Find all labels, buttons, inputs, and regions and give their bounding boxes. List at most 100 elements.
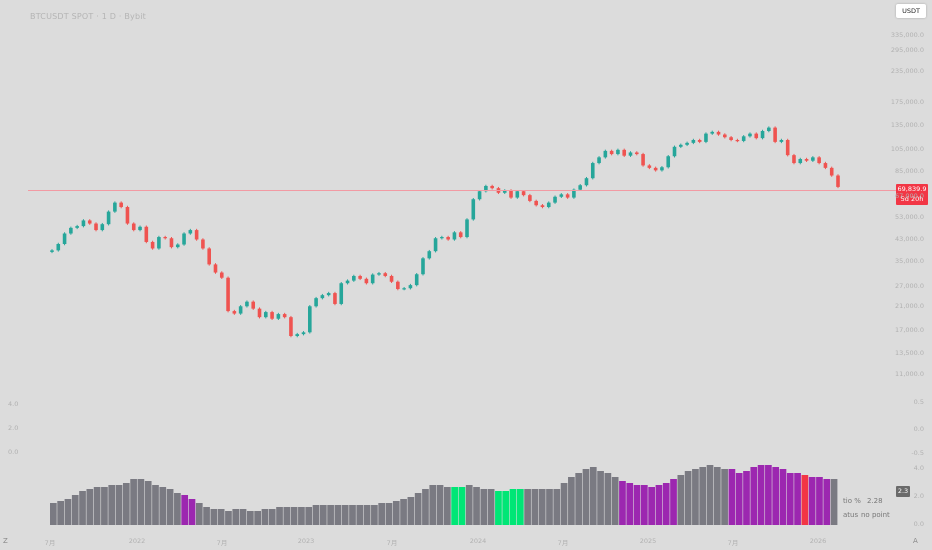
candle-body xyxy=(836,175,840,187)
histogram-bar xyxy=(589,467,597,525)
histogram-bar xyxy=(750,467,758,525)
histogram-bar xyxy=(794,473,801,525)
candle-body xyxy=(628,152,633,156)
candle-body xyxy=(100,224,105,231)
price-axis-label: 175,000.0 xyxy=(890,98,924,106)
histogram-bar xyxy=(830,479,838,525)
candle-body xyxy=(263,312,268,318)
candle-body xyxy=(175,244,180,248)
candle-body xyxy=(201,239,205,249)
histogram-bar xyxy=(604,473,612,525)
histogram-bar xyxy=(429,485,437,525)
candle-body xyxy=(502,190,507,193)
candle-body xyxy=(647,165,652,168)
histogram-bar xyxy=(188,499,196,525)
time-axis-label: 2023 xyxy=(297,537,315,545)
candle-body xyxy=(521,191,526,196)
price-axis-label: 21,000.0 xyxy=(895,302,924,310)
price-axis-label: 53,000.0 xyxy=(895,213,924,221)
chart-title: BTCUSDT SPOT · 1 D · Bybit xyxy=(30,12,147,21)
price-axis-label: 85,000.0 xyxy=(895,167,924,175)
candle-body xyxy=(333,293,337,304)
candle-body xyxy=(572,189,576,198)
candle-body xyxy=(741,136,746,141)
histogram-bar xyxy=(684,471,692,525)
last-price-tag: 69,839.9 5d 20h xyxy=(896,184,928,205)
last-price-value: 69,839.9 xyxy=(897,185,927,193)
histogram-bar xyxy=(816,477,823,525)
histogram-bar xyxy=(553,489,561,525)
candle-body xyxy=(477,191,482,200)
candle-body xyxy=(704,133,708,142)
histogram-bar xyxy=(480,489,488,525)
candle-body xyxy=(339,283,344,304)
histogram-bar xyxy=(385,503,393,525)
candle-body xyxy=(773,127,777,142)
candle-body xyxy=(660,167,664,171)
candle-body xyxy=(81,220,86,227)
histogram-bar xyxy=(144,481,152,525)
histogram-bar xyxy=(349,505,356,525)
candle-body xyxy=(276,314,281,319)
histogram-bar xyxy=(641,485,648,525)
time-axis-label: 2025 xyxy=(639,537,657,545)
candle-body xyxy=(540,205,545,208)
histogram-bar xyxy=(93,487,101,525)
histogram-bar xyxy=(757,465,765,525)
candle-body xyxy=(697,140,702,142)
time-axis-label: 2022 xyxy=(128,537,146,545)
time-axis-label: 7月 xyxy=(44,539,56,547)
candle-body xyxy=(490,185,494,189)
timezone-icon[interactable]: Z xyxy=(3,537,8,545)
candle-body xyxy=(760,131,765,139)
histogram-bar xyxy=(137,479,145,525)
candle-body xyxy=(735,140,740,142)
candle-body xyxy=(370,274,375,284)
currency-button[interactable]: USDT xyxy=(896,4,926,18)
candle-body xyxy=(314,298,318,307)
histogram-bar xyxy=(706,465,714,525)
price-axis-label: 11,000.0 xyxy=(895,370,924,378)
candle-body xyxy=(829,167,834,176)
candle-body xyxy=(238,306,243,314)
candle-body xyxy=(282,314,287,318)
histogram-bar xyxy=(363,505,371,525)
candle-body xyxy=(295,334,300,336)
histogram-bar xyxy=(181,495,189,525)
candle-body xyxy=(94,223,98,231)
time-axis-label: 2026 xyxy=(809,537,827,545)
legend-row-ratio: tio % 2.28 xyxy=(843,494,883,508)
histogram-bar xyxy=(334,505,342,525)
histogram-bar xyxy=(546,489,553,525)
candle-body xyxy=(471,199,476,220)
candle-body xyxy=(597,157,601,164)
histogram-bar xyxy=(319,505,327,525)
candle-body xyxy=(119,202,123,208)
candle-body xyxy=(446,237,450,240)
osc-left-axis-label: 4.0 xyxy=(8,400,19,408)
candle-body xyxy=(559,194,564,197)
histogram-bar xyxy=(801,475,809,525)
histogram-bar xyxy=(626,483,634,525)
candle-body xyxy=(125,207,130,224)
candle-body xyxy=(421,258,425,275)
histogram-bar xyxy=(487,489,495,525)
candle-body xyxy=(75,226,79,228)
histogram-bar xyxy=(341,505,349,525)
auto-scale-icon[interactable]: A xyxy=(913,537,918,545)
histogram-bar xyxy=(79,491,86,525)
candle-body xyxy=(748,133,752,137)
histogram-bar xyxy=(115,485,123,525)
candle-body xyxy=(188,230,193,234)
histogram-bar xyxy=(422,489,429,525)
candle-body xyxy=(823,163,828,168)
histogram-bar xyxy=(524,489,531,525)
histogram-bar xyxy=(239,509,247,525)
candle-body xyxy=(634,152,639,155)
histogram-bar xyxy=(779,469,787,525)
time-axis-label: 7月 xyxy=(727,539,739,547)
candle-body xyxy=(710,131,715,134)
candle-body xyxy=(144,226,149,242)
candle-body xyxy=(616,149,620,155)
